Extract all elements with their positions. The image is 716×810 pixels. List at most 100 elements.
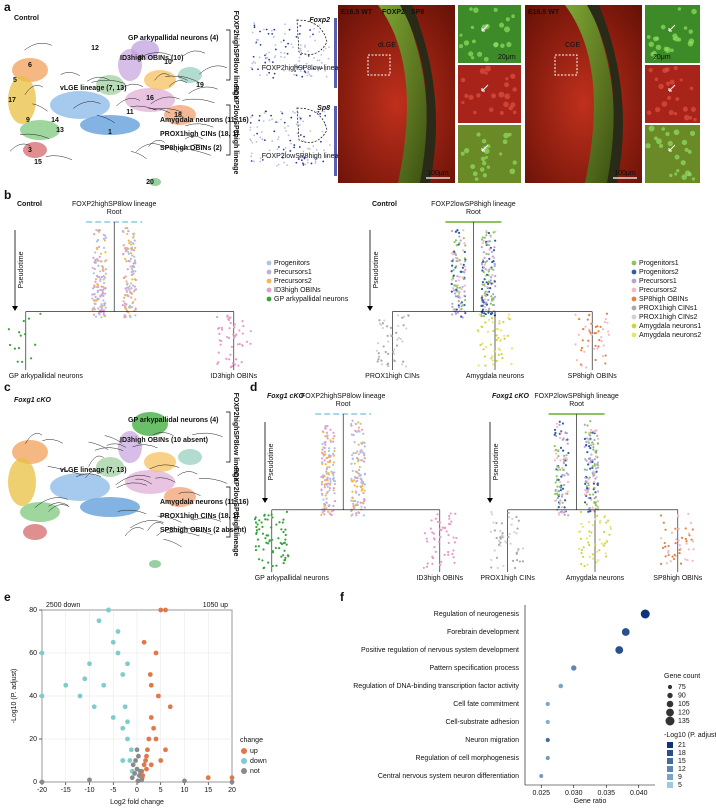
cell-dot [488, 248, 491, 251]
legend-label: SP8high OBINs [639, 296, 689, 303]
legend-swatch [631, 269, 637, 275]
scale-label: 100μm [427, 170, 449, 177]
cluster-blob [164, 105, 196, 125]
x-tick-label: 0.030 [565, 790, 583, 797]
cell-dot [675, 538, 678, 541]
cell-dot [600, 336, 603, 339]
cell-dot [298, 124, 301, 126]
cell-dot [363, 445, 366, 448]
cell-dot [491, 303, 494, 307]
cell-dot [352, 502, 355, 506]
cell-dot [457, 295, 460, 298]
cell-dot [314, 162, 317, 164]
cell-dot [450, 278, 454, 281]
cell-dot [303, 135, 305, 138]
cell [477, 51, 483, 57]
cell-dot [459, 302, 462, 305]
cell-dot [363, 452, 366, 455]
cell-dot [251, 62, 254, 65]
arrow [668, 24, 676, 32]
cell-dot [97, 307, 100, 310]
cell-dot [500, 352, 503, 356]
dot [640, 609, 650, 619]
cell-dot [34, 343, 37, 346]
cell-dot [513, 566, 517, 570]
cell-dot [309, 35, 312, 38]
cell-dot [494, 295, 497, 298]
cell-dot [294, 65, 297, 67]
cell-dot [132, 249, 136, 252]
cell-dot [566, 442, 569, 445]
cell [676, 168, 680, 173]
cell-dot [130, 270, 133, 274]
cell-dot [481, 280, 485, 284]
cell-dot [255, 141, 258, 143]
cell-dot [603, 530, 606, 534]
cell-dot [271, 564, 274, 568]
cell-dot [280, 41, 283, 44]
cell-dot [455, 308, 458, 311]
cell-dot [583, 437, 587, 441]
cell-dot [266, 74, 268, 77]
cell-dot [94, 315, 98, 318]
cell-dot [452, 536, 455, 539]
leaf-label: Amygdala neurons [466, 373, 525, 380]
axis-title: Pseudotime [493, 443, 500, 480]
point [163, 607, 168, 613]
cell-dot [558, 480, 562, 484]
dot [545, 719, 550, 725]
cell-dot [579, 510, 582, 514]
cell-dot [304, 163, 307, 166]
cell-dot [284, 33, 286, 35]
cell-dot [105, 259, 108, 262]
cell-dot [323, 507, 326, 510]
cell-dot [131, 284, 135, 287]
cell-dot [293, 111, 296, 114]
cell-dot [580, 562, 583, 566]
stream-arrow [192, 517, 222, 522]
cell-dot [425, 565, 429, 568]
label: FOXP2highSP8low lineage [232, 393, 239, 482]
point [77, 693, 83, 699]
umap-label: Amygdala neurons (11, 16) [160, 499, 249, 506]
cell-dot [522, 547, 525, 550]
cell-dot [270, 114, 273, 117]
cell-dot [234, 363, 237, 366]
cell-dot [450, 270, 453, 273]
cell [474, 177, 479, 181]
cell-dot [7, 328, 10, 331]
stream-arrow [165, 75, 188, 81]
cell-dot [488, 257, 491, 260]
cell-dot [229, 353, 232, 356]
cell-dot [327, 449, 331, 453]
cell-dot [483, 305, 487, 309]
cell-dot [494, 230, 497, 233]
cell-dot [515, 558, 519, 562]
cell-dot [238, 329, 241, 332]
cell-dot [261, 525, 264, 528]
cell-dot [562, 483, 566, 487]
cell-dot [282, 562, 285, 565]
stream-arrow [157, 515, 182, 523]
cell-dot [126, 268, 129, 271]
stream-arrow [135, 478, 152, 485]
cell-dot [358, 430, 361, 433]
cell-dot [299, 24, 302, 27]
cell-dot [590, 498, 593, 502]
cell [498, 91, 505, 98]
cell-dot [332, 452, 335, 455]
cell-dot [585, 366, 588, 369]
stream-arrow [85, 470, 102, 478]
cell-dot [99, 270, 102, 273]
cell-dot [663, 541, 666, 545]
cell-dot [489, 276, 493, 279]
cell-dot [481, 304, 484, 307]
cell-dot [255, 38, 258, 41]
cell-dot [132, 290, 136, 293]
cell-dot [298, 32, 301, 35]
cell-dot [491, 355, 494, 358]
point [125, 661, 130, 667]
cell-dot [276, 148, 279, 151]
cell [479, 68, 486, 75]
cell-dot [261, 532, 265, 535]
